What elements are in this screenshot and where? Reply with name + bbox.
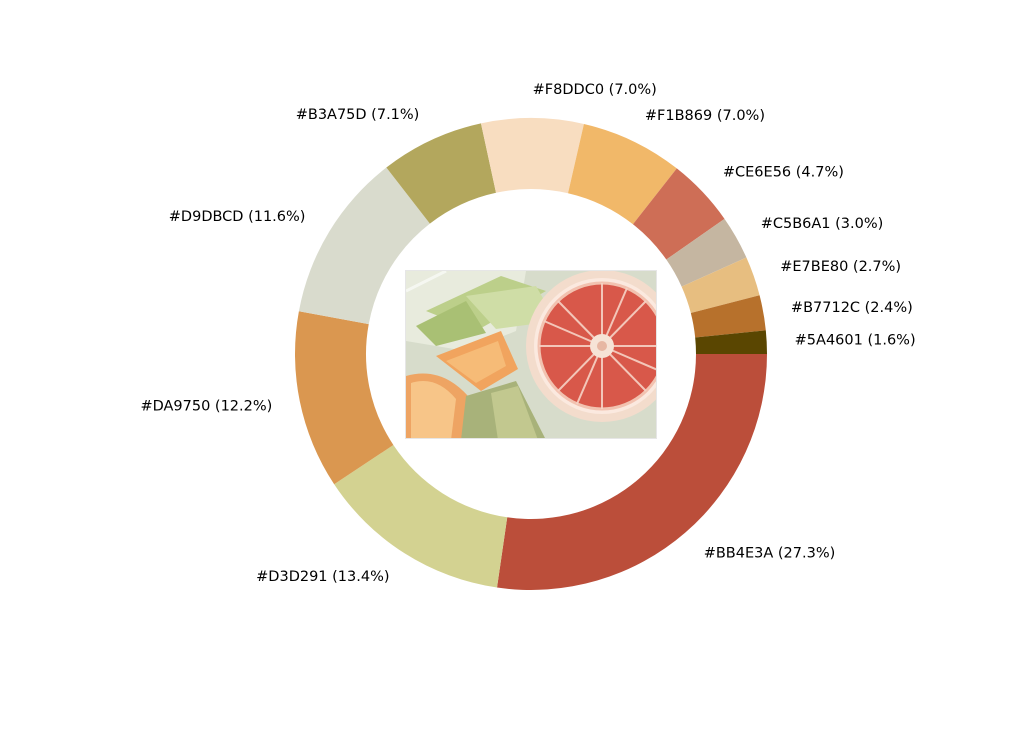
slice-b7712c	[690, 295, 766, 338]
slice-label-5a4601: #5A4601 (1.6%)	[795, 333, 916, 349]
slice-label-da9750: #DA9750 (12.2%)	[140, 399, 272, 415]
slice-e7be80	[681, 257, 760, 313]
slice-labels: #BB4E3A (27.3%) #D3D291 (13.4%) #DA9750 (1…	[140, 82, 915, 585]
slice-bb4e3a	[497, 354, 767, 591]
slice-c5b6a1	[666, 218, 747, 287]
slice-f8ddc0	[480, 118, 584, 194]
slice-label-bb4e3a: #BB4E3A (27.3%)	[704, 546, 836, 562]
slice-d9dbcd	[298, 167, 430, 325]
slice-label-c5b6a1: #C5B6A1 (3.0%)	[761, 216, 884, 232]
slice-da9750	[295, 311, 394, 485]
slice-label-d9dbcd: #D9DBCD (11.6%)	[169, 209, 306, 225]
slice-label-f8ddc0: #F8DDC0 (7.0%)	[533, 82, 657, 98]
slice-label-d3d291: #D3D291 (13.4%)	[256, 569, 389, 585]
slice-5a4601	[695, 330, 767, 354]
slice-label-b7712c: #B7712C (2.4%)	[791, 300, 913, 316]
slice-f1b869	[568, 124, 677, 225]
slice-label-f1b869: #F1B869 (7.0%)	[645, 108, 765, 124]
slice-label-ce6e56: #CE6E56 (4.7%)	[723, 165, 844, 181]
slice-b3a75d	[386, 123, 497, 224]
slice-label-e7be80: #E7BE80 (2.7%)	[780, 259, 901, 275]
donut-slices	[295, 118, 767, 591]
center-fruit-photo	[405, 270, 657, 439]
slice-d3d291	[334, 445, 508, 588]
slice-ce6e56	[632, 168, 725, 260]
slice-label-b3a75d: #B3A75D (7.1%)	[296, 107, 420, 123]
